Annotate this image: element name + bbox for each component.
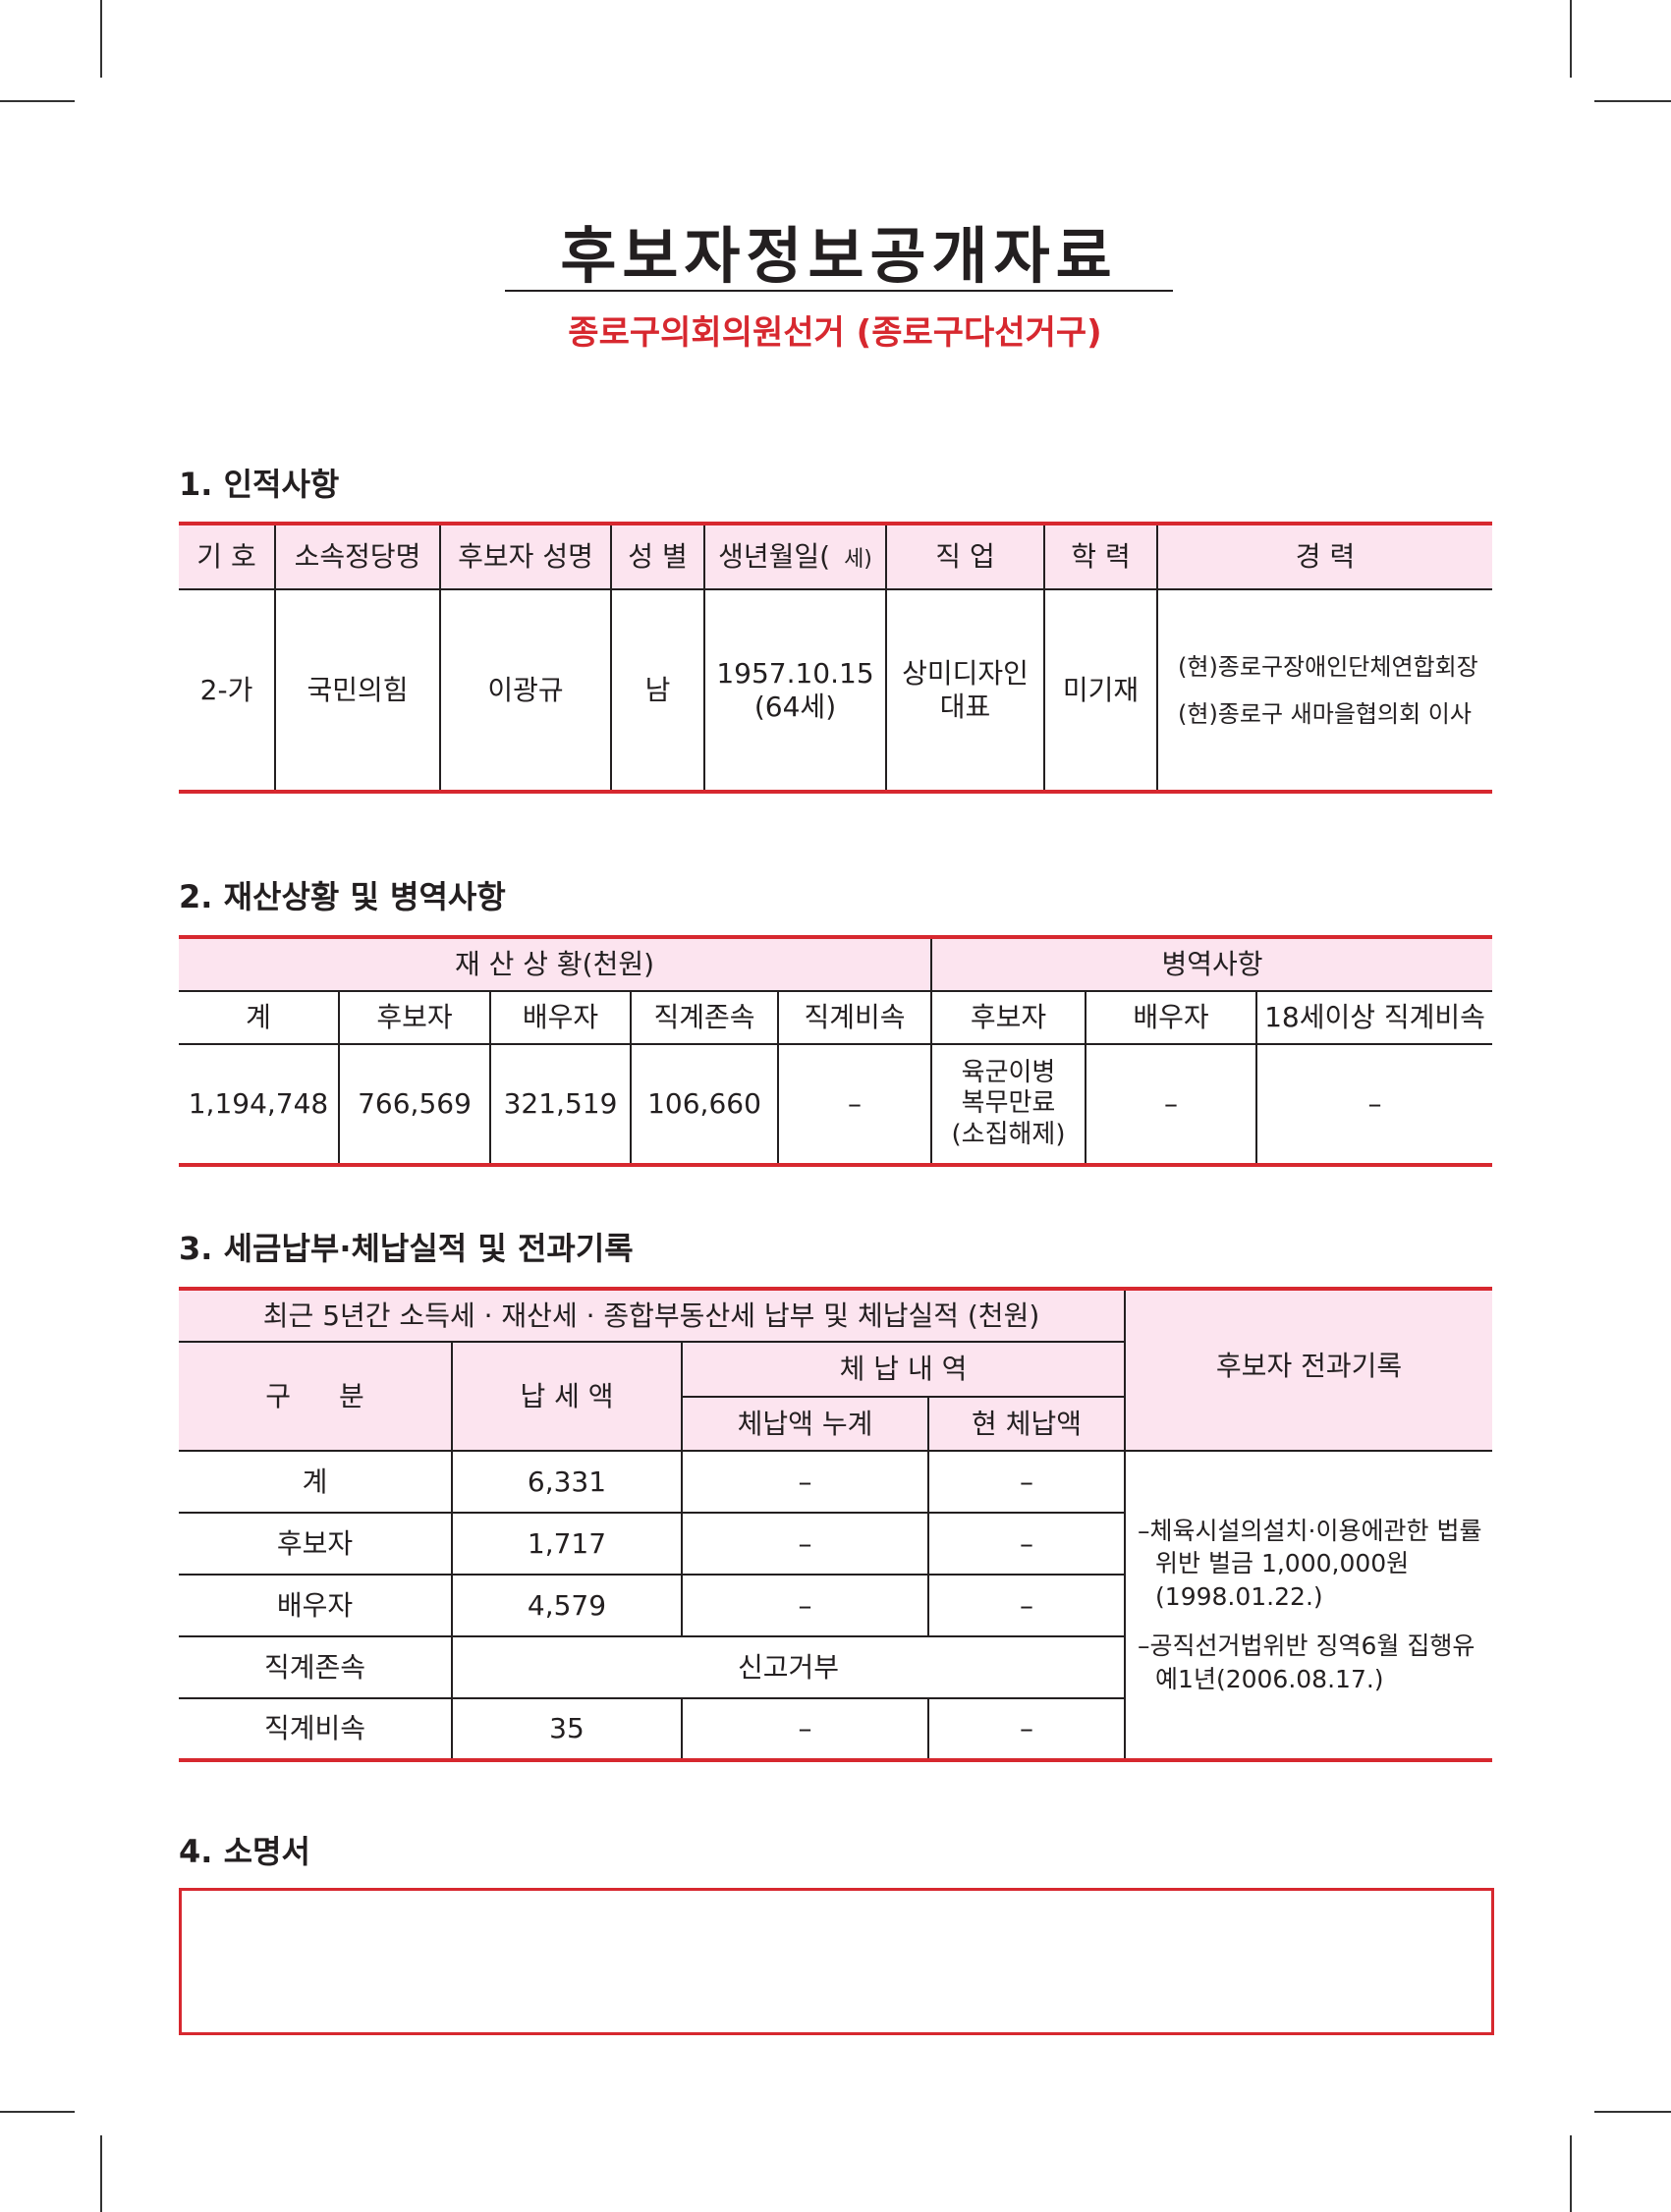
header-total: 계 [179,991,340,1045]
header-mil-spouse: 배우자 [1085,991,1257,1045]
crop-mark [100,2135,102,2212]
military-descendants: – [1255,1044,1492,1165]
crop-mark [1594,100,1671,102]
header-job: 직 업 [885,524,1045,590]
section-3-heading: 3. 세금납부·체납실적 및 전과기록 [179,1230,634,1267]
row-label: 직계비속 [179,1698,453,1760]
header-descendants: 직계비속 [777,991,932,1045]
section-2-heading: 2. 재산상황 및 병역사항 [179,878,506,915]
header-party: 소속정당명 [274,524,441,590]
candidate-sex: 남 [610,589,705,792]
criminal-header: 후보자 전과기록 [1124,1289,1493,1452]
property-group-header: 재 산 상 황(천원) [179,937,932,992]
crop-mark [0,2111,75,2113]
header-arrears-current: 현 체납액 [926,1397,1126,1452]
header-division: 구 분 [179,1342,453,1452]
arrears-current: – [926,1575,1126,1637]
crop-mark [1570,2135,1572,2212]
title-underline [505,290,1173,292]
header-career: 경 력 [1156,524,1492,590]
paid-amount: 35 [451,1698,683,1760]
paid-amount: 1,717 [451,1513,683,1576]
military-spouse: – [1085,1044,1257,1165]
paid-amount: 6,331 [451,1451,683,1514]
header-candidate: 후보자 [338,991,491,1045]
property-total: 1,194,748 [179,1044,340,1165]
property-ascendants: 106,660 [630,1044,779,1165]
candidate-birth: 1957.10.15 (64세) [703,589,887,792]
row-label: 계 [179,1451,453,1514]
candidate-edu: 미기재 [1043,589,1158,792]
explanation-box [179,1888,1494,2035]
candidate-party: 국민의힘 [274,589,441,792]
header-ascendants: 직계존속 [630,991,779,1045]
candidate-job: 상미디자인 대표 [885,589,1045,792]
header-arrears-cumulative: 체납액 누계 [682,1397,929,1452]
header-birth: 생년월일(세) [703,524,887,590]
row-label: 배우자 [179,1575,453,1637]
paid-amount: 4,579 [451,1575,683,1637]
header-name: 후보자 성명 [439,524,612,590]
candidate-number: 2-가 [179,589,276,792]
criminal-record: –체육시설의설치·이용에관한 법률위반 벌금 1,000,000원 (1998.… [1124,1451,1493,1760]
crop-mark [0,100,75,102]
personal-info-table: 기 호 소속정당명 후보자 성명 성 별 생년월일(세) 직 업 학 력 경 력… [179,522,1492,794]
section-4-heading: 4. 소명서 [179,1833,310,1870]
header-mil-descendants: 18세이상 직계비속 [1255,991,1492,1045]
election-subtitle: 종로구의회의원선거 (종로구다선거구) [568,313,1102,353]
crop-mark [1570,0,1572,78]
candidate-career: (현)종로구장애인단체연합회장 (현)종로구 새마을협의회 이사 [1156,589,1492,792]
arrears-current: – [926,1513,1126,1576]
header-number: 기 호 [179,524,276,590]
military-candidate: 육군이병 복무만료 (소집해제) [930,1044,1086,1165]
arrears-cumulative: – [681,1575,929,1637]
crop-mark [1594,2111,1671,2113]
header-spouse: 배우자 [489,991,632,1045]
arrears-cumulative: – [681,1513,929,1576]
crop-mark [100,0,102,78]
military-group-header: 병역사항 [930,937,1492,992]
property-candidate: 766,569 [338,1044,491,1165]
arrears-current: – [926,1451,1127,1514]
arrears-current: – [926,1698,1126,1760]
header-arrears: 체 납 내 역 [680,1342,1126,1398]
tax-criminal-table: 최근 5년간 소득세 · 재산세 · 종합부동산세 납부 및 체납실적 (천원)… [179,1287,1493,1762]
header-edu: 학 력 [1043,524,1158,590]
tax-group-header: 최근 5년간 소득세 · 재산세 · 종합부동산세 납부 및 체납실적 (천원) [179,1289,1127,1343]
page-title: 후보자정보공개자료 [560,220,1118,292]
candidate-name: 이광규 [439,589,612,792]
property-spouse: 321,519 [489,1044,632,1165]
section-1-heading: 1. 인적사항 [179,466,340,503]
property-descendants: – [777,1044,932,1165]
arrears-cumulative: – [681,1451,929,1514]
arrears-cumulative: – [681,1698,929,1760]
row-label: 직계존속 [179,1636,453,1699]
refused-disclosure: 신고거부 [450,1636,1126,1699]
property-military-table: 재 산 상 황(천원) 병역사항 계 후보자 배우자 직계존속 직계비속 후보자… [179,935,1492,1167]
header-paid: 납 세 액 [451,1342,683,1452]
header-sex: 성 별 [610,524,705,590]
header-mil-candidate: 후보자 [930,991,1086,1045]
row-label: 후보자 [179,1513,453,1576]
